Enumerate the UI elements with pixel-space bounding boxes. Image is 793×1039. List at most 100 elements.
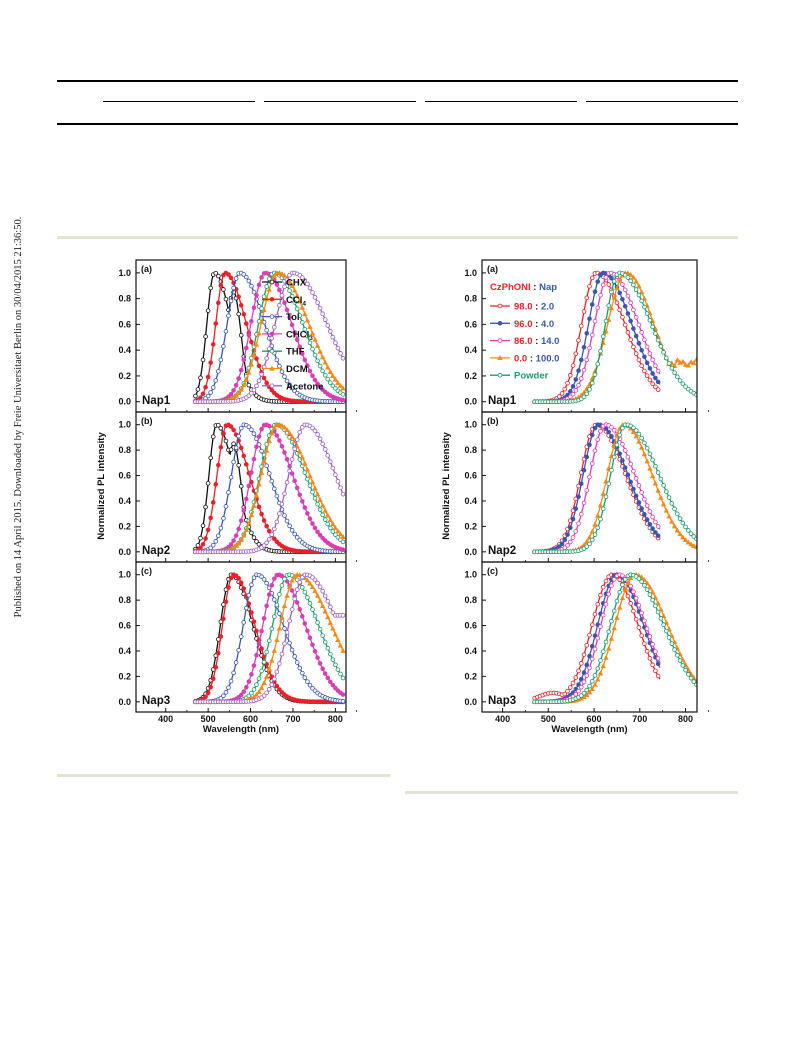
data-point (317, 626, 323, 632)
data-point (251, 352, 257, 358)
data-point (614, 300, 620, 306)
series-markers (532, 572, 661, 705)
data-point (567, 373, 573, 378)
y-tick-label: 0.2 (118, 671, 131, 681)
data-point (581, 309, 587, 314)
legend-label: CHCl3 (286, 329, 313, 342)
data-point (300, 585, 305, 590)
data-point (322, 517, 328, 522)
data-point (664, 628, 669, 634)
series-group (192, 421, 346, 555)
data-point (595, 437, 601, 442)
data-point (254, 444, 259, 450)
data-point (261, 294, 267, 299)
y-tick-label: 0.0 (464, 697, 477, 707)
data-point (317, 436, 323, 442)
data-point (497, 303, 503, 309)
data-point (261, 543, 267, 548)
series-group (531, 270, 697, 404)
data-point (570, 391, 576, 397)
data-point (658, 616, 664, 621)
data-point (305, 333, 310, 339)
data-point (254, 356, 259, 361)
data-point (653, 603, 658, 609)
data-point (246, 369, 252, 375)
data-point (249, 582, 254, 588)
data-point (264, 284, 269, 289)
data-point (609, 467, 614, 473)
data-point (606, 629, 612, 635)
y-tick-label: 0.4 (118, 496, 131, 506)
data-point (251, 502, 257, 508)
data-point (292, 478, 297, 484)
data-point (628, 337, 633, 343)
data-point (606, 645, 612, 651)
data-point (244, 496, 249, 502)
data-point (691, 542, 697, 548)
data-point (688, 675, 694, 681)
data-point (322, 447, 328, 452)
data-point (282, 491, 287, 496)
x-axis-title: Wavelength (nm) (551, 724, 627, 735)
data-point (565, 543, 570, 548)
data-point (636, 438, 642, 444)
data-point (622, 448, 628, 453)
data-point (279, 293, 285, 298)
y-axis-title: Normalized PL intensity (441, 432, 452, 540)
data-point (592, 532, 598, 537)
series-markers (532, 572, 697, 705)
legend-label-part: : (533, 336, 541, 347)
data-point (208, 390, 213, 395)
data-point (578, 323, 584, 329)
data-point (598, 292, 603, 298)
data-point (655, 656, 661, 661)
data-point (642, 337, 647, 343)
data-point (598, 348, 603, 354)
data-point (289, 588, 295, 593)
data-point (221, 616, 226, 622)
data-point (200, 357, 206, 363)
data-point (193, 393, 198, 399)
data-point (337, 642, 344, 648)
data-point (581, 467, 587, 473)
data-point (589, 275, 595, 281)
data-point (256, 688, 262, 694)
data-point (200, 391, 206, 397)
data-point (213, 270, 219, 276)
data-point (205, 527, 211, 533)
data-point (231, 459, 236, 465)
table-subrule-4 (586, 101, 738, 102)
data-point (611, 294, 617, 300)
data-point (600, 334, 606, 339)
data-point (304, 577, 311, 583)
data-point (680, 358, 686, 364)
data-point (287, 618, 292, 624)
data-point (266, 666, 272, 672)
data-point (686, 672, 691, 677)
data-point (238, 634, 244, 639)
data-point (625, 293, 631, 299)
data-point (332, 376, 339, 382)
data-point (587, 283, 592, 289)
data-point (636, 341, 642, 346)
table-bottom-rule (57, 123, 738, 125)
data-point (576, 494, 581, 500)
data-point (261, 693, 267, 698)
data-point (302, 460, 308, 466)
data-point (251, 575, 257, 581)
data-point (271, 273, 278, 279)
x-axis-title: Wavelength (nm) (203, 724, 279, 735)
data-point (279, 583, 285, 588)
data-point (337, 382, 344, 388)
data-point (609, 618, 614, 624)
data-point (565, 380, 570, 386)
data-point (300, 275, 305, 280)
data-point (266, 536, 272, 542)
data-point (630, 274, 637, 280)
data-point (310, 489, 315, 495)
data-point (669, 365, 675, 371)
data-point (639, 330, 644, 335)
data-point (595, 279, 601, 284)
data-point (589, 332, 595, 338)
data-point (578, 357, 584, 363)
